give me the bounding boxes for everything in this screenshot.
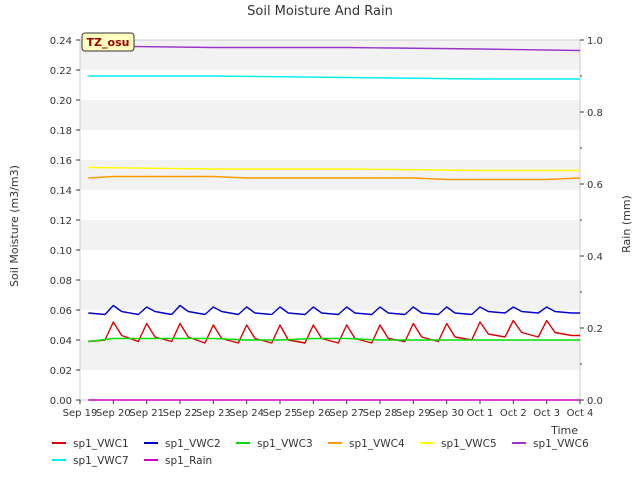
- y-axis-ticks: 0.00 0.02 0.04 0.06 0.08 0.10 0.12 0.14 0.16 0.18…: [50, 36, 80, 407]
- x-tick-label: Sep 28: [363, 408, 398, 419]
- x-tick-label: Sep 21: [129, 408, 164, 419]
- x-tick-label: Sep 19: [63, 408, 98, 419]
- x-tick-label: Oct 2: [500, 408, 527, 419]
- legend-label: sp1_VWC4: [349, 438, 405, 450]
- y-tick-label: 0.02: [50, 366, 72, 377]
- chart-title: Soil Moisture And Rain: [247, 4, 393, 19]
- y-tick-label: 0.04: [50, 336, 72, 347]
- y2-axis-label: Rain (mm): [620, 195, 633, 253]
- station-badge-box: [81, 32, 135, 52]
- legend-label: sp1_VWC5: [441, 438, 497, 450]
- y2-tick-label: 0.0: [587, 396, 603, 407]
- x-tick-label: Oct 3: [533, 408, 560, 419]
- grid-bands: [80, 40, 580, 400]
- x-tick-label: Sep 26: [296, 408, 331, 419]
- y-tick-label: 0.22: [50, 66, 72, 77]
- y2-tick-label: 0.6: [587, 180, 603, 191]
- y-tick-label: 0.08: [50, 276, 72, 287]
- x-tick-label: Sep 27: [329, 408, 364, 419]
- station-badge: TZ_osu: [81, 32, 135, 52]
- y-axis-label: Soil Moisture (m3/m3): [8, 165, 21, 287]
- x-axis-label: Time: [550, 424, 578, 437]
- series-line-sp1-vwc6: [88, 45, 581, 52]
- grid-band: [80, 370, 580, 400]
- station-badge-label: TZ_osu: [87, 36, 130, 49]
- y-tick-label: 0.10: [50, 246, 72, 257]
- y2-tick-label: 0.4: [587, 252, 603, 263]
- x-tick-label: Oct 4: [567, 408, 594, 419]
- grid-band: [80, 130, 580, 160]
- grid-band: [80, 160, 580, 190]
- grid-band: [80, 220, 580, 250]
- series-lines: [88, 45, 581, 401]
- y2-tick-label: 0.2: [587, 324, 603, 335]
- y-tick-label: 0.14: [50, 186, 72, 197]
- series-line-sp1-vwc1: [88, 319, 580, 344]
- y2-axis-ticks: 0.0 0.2 0.4 0.6 0.8 1.0: [580, 36, 603, 407]
- series-line-sp1-vwc4: [88, 175, 581, 181]
- grid-band: [80, 280, 580, 310]
- legend-label: sp1_VWC1: [73, 438, 129, 450]
- y2-tick-label: 0.8: [587, 108, 603, 119]
- series-line-sp1-vwc7: [88, 75, 580, 80]
- y-tick-label: 0.24: [50, 36, 72, 47]
- grid-band: [80, 100, 580, 130]
- series-line-sp1-vwc3: [88, 337, 580, 343]
- x-tick-label: Sep 30: [429, 408, 464, 419]
- legend-label: sp1_Rain: [165, 455, 212, 467]
- x-tick-label: Sep 24: [229, 408, 264, 419]
- x-tick-label: Sep 23: [196, 408, 231, 419]
- y-tick-label: 0.16: [50, 156, 72, 167]
- legend-label: sp1_VWC6: [533, 438, 589, 450]
- series-line-sp1-vwc5: [88, 166, 580, 172]
- grid-band: [80, 250, 580, 280]
- grid-band: [80, 40, 580, 70]
- y-tick-label: 0.06: [50, 306, 72, 317]
- x-tick-label: Sep 25: [263, 408, 298, 419]
- y2-tick-label: 1.0: [587, 36, 603, 47]
- x-tick-label: Sep 22: [163, 408, 198, 419]
- grid-band: [80, 190, 580, 220]
- x-tick-label: Sep 20: [96, 408, 131, 419]
- y-tick-label: 0.12: [50, 216, 72, 227]
- legend: sp1_VWC1 sp1_VWC2 sp1_VWC3 sp1_VWC4 sp1_VWC5…: [52, 438, 589, 467]
- x-tick-label: Sep 29: [396, 408, 431, 419]
- y-tick-label: 0.18: [50, 126, 72, 137]
- legend-label: sp1_VWC2: [165, 438, 221, 450]
- legend-label: sp1_VWC3: [257, 438, 313, 450]
- legend-label: sp1_VWC7: [73, 455, 129, 467]
- y-tick-label: 0.20: [50, 96, 72, 107]
- grid-band: [80, 340, 580, 370]
- series-line-sp1-vwc2: [88, 304, 580, 316]
- grid-band: [80, 70, 580, 100]
- y-tick-label: 0.00: [50, 396, 72, 407]
- x-tick-label: Oct 1: [467, 408, 494, 419]
